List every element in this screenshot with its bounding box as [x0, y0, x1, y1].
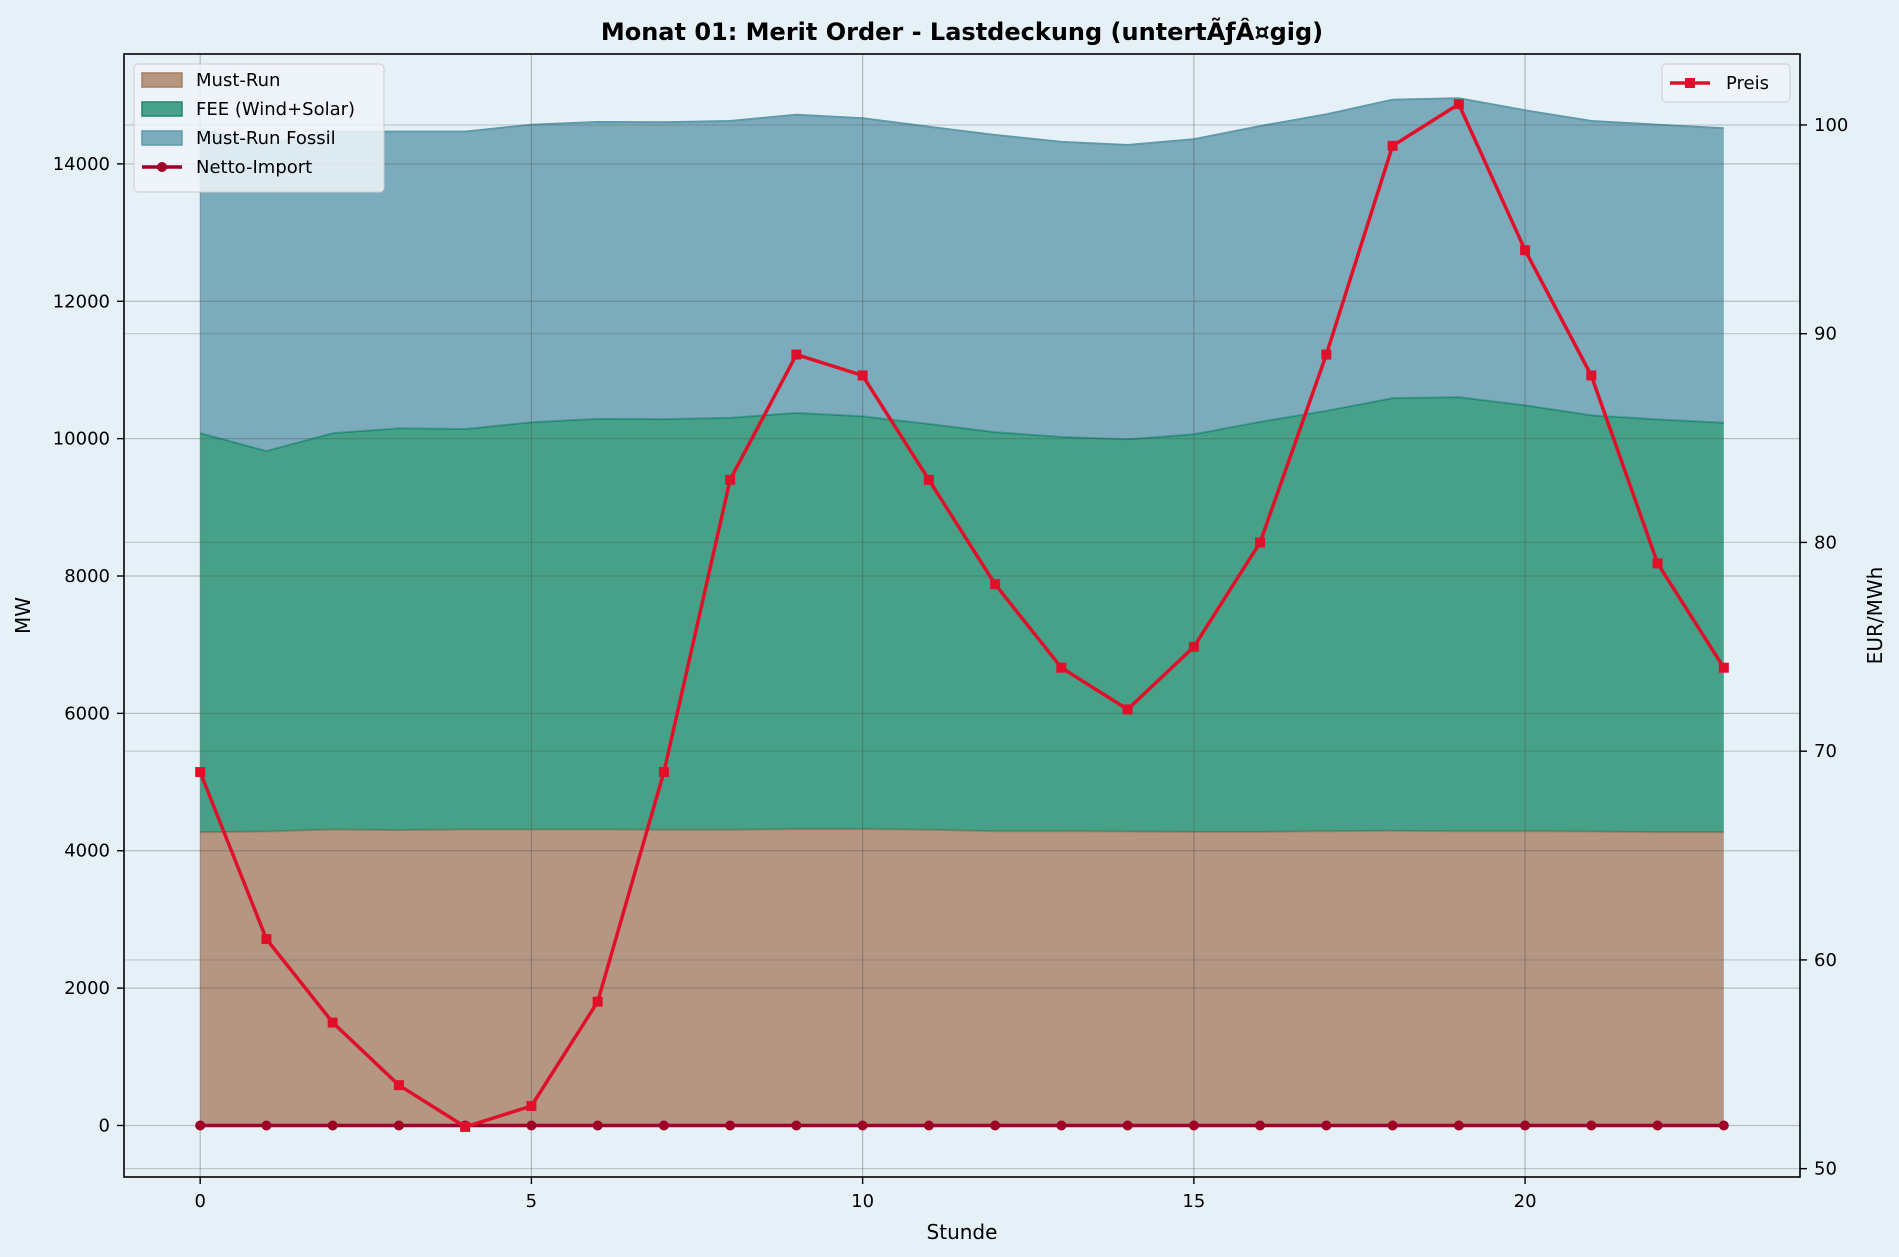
chart-title: Monat 01: Merit Order - Lastdeckung (unt… — [601, 17, 1323, 46]
x-axis-label: Stunde — [927, 1220, 998, 1244]
legend-right: Preis — [1661, 63, 1791, 103]
legend-label: Must-Run Fossil — [196, 128, 336, 149]
series-point-0 — [1122, 1120, 1133, 1131]
legend-label: FEE (Wind+Solar) — [196, 99, 355, 120]
series-point-1 — [592, 996, 603, 1007]
series-point-0 — [923, 1120, 934, 1131]
stacked-areas — [199, 97, 1724, 1126]
series-point-1 — [923, 474, 934, 485]
series-point-0 — [1255, 1120, 1266, 1131]
series-point-1 — [195, 767, 206, 778]
x-tick-label: 5 — [526, 1191, 537, 1212]
legend-swatch — [141, 130, 183, 146]
series-point-0 — [592, 1120, 603, 1131]
line-series — [195, 99, 1729, 1132]
series-point-1 — [990, 579, 1001, 590]
series-point-0 — [857, 1120, 868, 1131]
series-point-1 — [1056, 662, 1067, 673]
plot-frame — [123, 53, 1801, 1178]
series-point-1 — [1255, 537, 1266, 548]
y-tick-label: 6000 — [64, 703, 110, 724]
series-point-0 — [1586, 1120, 1597, 1131]
series-point-1 — [1321, 349, 1332, 360]
legend-swatch — [141, 101, 183, 117]
series-point-1 — [393, 1080, 404, 1091]
series-point-0 — [1321, 1120, 1332, 1131]
series-point-0 — [725, 1120, 736, 1131]
series-point-0 — [526, 1120, 537, 1131]
series-point-0 — [1652, 1120, 1663, 1131]
series-point-1 — [1453, 99, 1464, 110]
x-tick-label: 15 — [1182, 1191, 1205, 1212]
area-2 — [200, 98, 1724, 452]
series-point-1 — [857, 370, 868, 381]
series-point-1 — [1652, 558, 1663, 569]
series-point-0 — [1520, 1120, 1531, 1131]
legend-left: Must-Run FEE (Wind+Solar) Must-Run Fossil N… — [133, 63, 385, 193]
series-point-1 — [658, 767, 669, 778]
x-tick-label: 10 — [851, 1191, 874, 1212]
y-tick-label: 12000 — [53, 291, 110, 312]
y-tick-label: 8000 — [64, 566, 110, 587]
y-tick-label: 10000 — [53, 429, 110, 450]
y-axis-label: MW — [11, 597, 35, 634]
y-tick-label: 14000 — [53, 154, 110, 175]
legend-swatch — [141, 72, 183, 88]
series-point-0 — [1387, 1120, 1398, 1131]
series-line-1 — [198, 102, 1726, 1129]
grid-lines — [124, 54, 1800, 1177]
area-1 — [200, 397, 1724, 833]
legend-marker — [157, 162, 167, 172]
series-point-1 — [1586, 370, 1597, 381]
series-point-0 — [1718, 1120, 1729, 1131]
series-point-1 — [460, 1121, 471, 1132]
legend-left-box — [133, 63, 385, 193]
series-point-1 — [1188, 641, 1199, 652]
series-point-1 — [327, 1017, 338, 1028]
series-point-1 — [261, 934, 272, 945]
x-axis: 0 5 10 15 20 — [194, 1177, 1537, 1212]
area-0 — [200, 829, 1724, 1126]
series-point-1 — [791, 349, 802, 360]
series-point-1 — [526, 1101, 537, 1112]
legend-label: Preis — [1726, 73, 1769, 94]
y-tick-label: 2000 — [64, 978, 110, 999]
series-point-0 — [791, 1120, 802, 1131]
y2-tick-label: 70 — [1814, 741, 1837, 762]
legend-right-box — [1661, 63, 1791, 103]
area-edge-2 — [199, 97, 1724, 147]
y2-tick-label: 100 — [1814, 115, 1848, 136]
series-point-0 — [261, 1120, 272, 1131]
y-axis-left: 0 2000 4000 6000 8000 10000 12000 14000 — [53, 154, 124, 1136]
legend-label: Netto-Import — [196, 157, 312, 178]
series-point-0 — [658, 1120, 669, 1131]
y2-tick-label: 90 — [1814, 324, 1837, 345]
series-point-0 — [1056, 1120, 1067, 1131]
series-point-1 — [1122, 704, 1133, 715]
y2-tick-label: 50 — [1814, 1159, 1837, 1180]
series-point-1 — [725, 474, 736, 485]
series-point-0 — [1188, 1120, 1199, 1131]
y-tick-label: 0 — [99, 1115, 110, 1136]
legend-marker — [1685, 78, 1695, 88]
series-point-0 — [393, 1120, 404, 1131]
series-point-1 — [1718, 662, 1729, 673]
x-tick-label: 0 — [194, 1191, 205, 1212]
series-point-0 — [195, 1120, 206, 1131]
y2-axis-label: EUR/MWh — [1863, 567, 1887, 665]
legend-label: Must-Run — [196, 70, 280, 91]
series-point-0 — [327, 1120, 338, 1131]
series-point-1 — [1387, 140, 1398, 151]
y2-tick-label: 80 — [1814, 532, 1837, 553]
y-axis-right: 50 60 70 80 90 100 — [1800, 115, 1848, 1180]
x-tick-label: 20 — [1514, 1191, 1537, 1212]
series-point-0 — [1453, 1120, 1464, 1131]
y-tick-label: 4000 — [64, 841, 110, 862]
series-point-1 — [1520, 245, 1531, 256]
series-point-0 — [990, 1120, 1001, 1131]
y2-tick-label: 60 — [1814, 950, 1837, 971]
